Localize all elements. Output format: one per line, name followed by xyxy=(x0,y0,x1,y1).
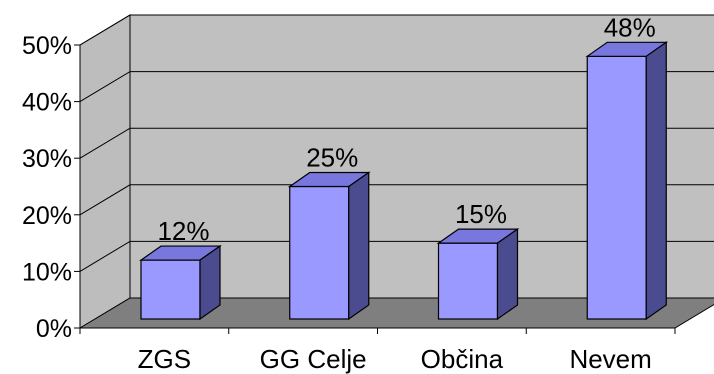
gridlines xyxy=(79,14,714,272)
x-axis: ZGS GG Celje Občina Nevem xyxy=(79,327,676,374)
data-label: 25% xyxy=(306,143,358,173)
gridline xyxy=(79,240,714,272)
bars xyxy=(139,41,669,321)
x-tick-label: Nevem xyxy=(569,344,651,374)
data-label: 12% xyxy=(157,216,209,246)
y-axis: 0% 10% 20% 30% 40% 50% xyxy=(22,32,81,343)
bar-side xyxy=(348,171,370,321)
bar-2 xyxy=(287,171,371,321)
bar-front xyxy=(586,55,647,320)
gridline xyxy=(79,127,714,159)
bar-side xyxy=(199,244,221,321)
y-tick-label: 20% xyxy=(22,202,72,230)
y-tick-label: 0% xyxy=(36,315,72,343)
data-label: 48% xyxy=(604,12,656,42)
bar-1 xyxy=(139,244,222,321)
gridline xyxy=(79,184,714,216)
bar-front xyxy=(140,259,201,320)
y-tick-label: 50% xyxy=(22,32,72,60)
y-tick-label: 40% xyxy=(22,89,72,117)
gridline xyxy=(79,14,714,46)
data-label: 15% xyxy=(455,199,507,229)
bar-4 xyxy=(585,41,669,321)
y-tick-label: 30% xyxy=(22,145,72,173)
bar-side xyxy=(496,227,519,321)
bar-front xyxy=(437,242,499,320)
data-labels: 12% 25% 15% 48% xyxy=(157,12,655,246)
x-tick-label: GG Celje xyxy=(260,344,367,374)
bar-3 xyxy=(436,227,520,321)
bar-side xyxy=(645,41,667,321)
side-wall xyxy=(79,14,131,329)
x-tick-label: ZGS xyxy=(138,344,191,374)
bar-front xyxy=(289,185,350,320)
gridline xyxy=(79,71,714,103)
x-tick-label: Občina xyxy=(421,344,504,374)
y-tick-label: 10% xyxy=(22,258,72,286)
